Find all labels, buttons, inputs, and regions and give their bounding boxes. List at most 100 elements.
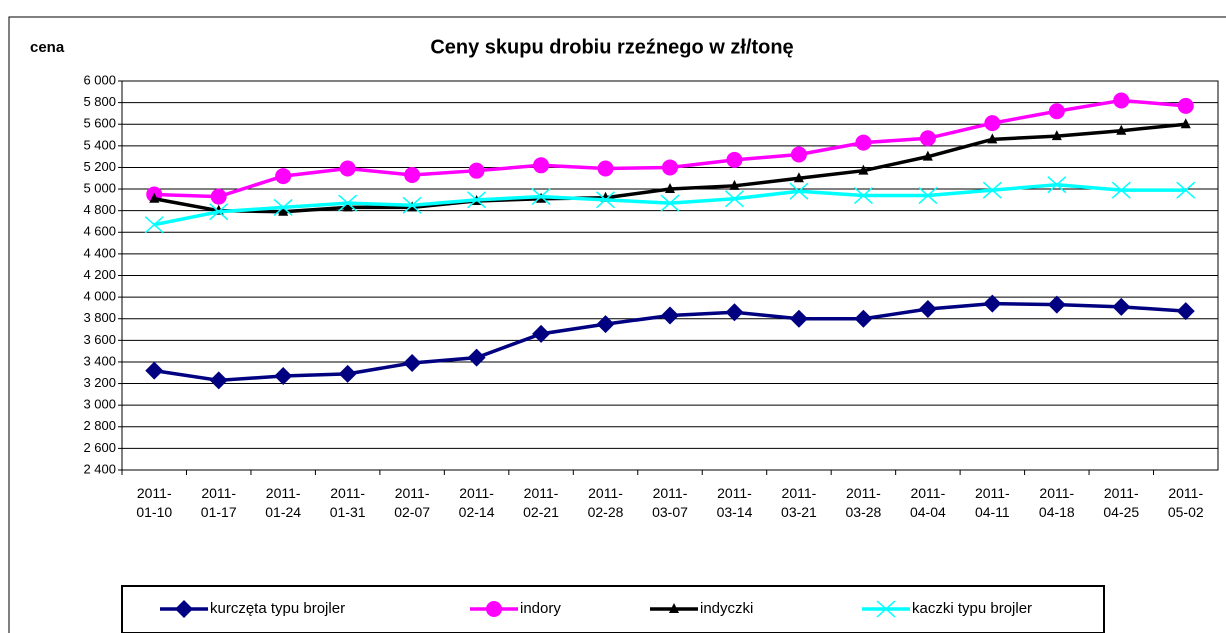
marker [725,303,744,322]
marker [596,315,615,334]
x-tick-label: 2011-04-18 [1038,485,1075,520]
marker [1051,130,1062,141]
marker [342,201,353,212]
y-tick-label: 3 600 [83,332,116,347]
marker [1113,92,1130,109]
x-tick-label: 2011-01-31 [329,485,366,520]
y-tick-label: 5 200 [83,159,116,174]
y-tick-label: 3 000 [83,397,116,412]
marker [1112,297,1131,316]
marker [1116,124,1127,135]
marker [209,371,228,390]
marker [274,366,293,385]
marker [338,364,357,383]
y-tick-label: 4 800 [83,202,116,217]
marker [1180,118,1191,129]
y-tick-label: 5 600 [83,116,116,131]
legend-label: indory [520,600,561,617]
marker [855,134,872,151]
marker [144,216,164,234]
legend-box [121,585,1105,633]
marker [533,157,550,174]
x-tick-label: 2011-03-07 [652,485,688,520]
legend-label: kurczęta typu brojler [210,600,345,617]
chart-title: Ceny skupu drobiu rzeźnego w zł/tonę [430,36,793,58]
marker [210,188,227,205]
marker [531,188,551,206]
marker [854,309,873,328]
y-tick-label: 3 400 [83,353,116,368]
marker [175,600,193,618]
marker [402,196,422,214]
marker [918,299,937,318]
x-tick-label: 2011-05-02 [1167,485,1204,520]
x-tick-label: 2011-04-11 [974,485,1010,520]
marker [729,179,740,190]
marker [858,164,869,175]
y-tick-label: 2 400 [83,461,116,476]
marker [145,361,164,380]
x-tick-label: 2011-02-07 [394,485,431,520]
y-tick-label: 2 800 [83,418,116,433]
series-line [154,98,1186,199]
marker [403,354,422,373]
marker [1047,295,1066,314]
marker [984,115,1001,132]
y-axis-label: cena [30,39,65,56]
x-tick-label: 2011-01-10 [136,485,173,520]
marker [789,309,808,328]
marker [532,324,551,343]
marker [853,186,873,205]
marker [486,601,502,617]
marker [660,194,680,212]
marker [983,294,1002,313]
marker [339,160,356,177]
marker [918,186,938,205]
y-tick-label: 5 400 [83,137,116,152]
y-tick-label: 3 800 [83,310,116,325]
marker [1177,97,1194,114]
marker [661,306,679,325]
y-tick-label: 6 000 [83,72,116,87]
y-tick-label: 3 200 [83,375,116,390]
x-tick-label: 2011-03-21 [781,485,817,520]
marker [987,133,998,144]
x-tick-label: 2011-01-24 [265,485,302,520]
x-tick-label: 2011-04-04 [909,485,946,520]
x-tick-label: 2011-02-14 [458,485,495,520]
plot-border [121,80,1219,471]
marker [275,168,292,185]
marker [1111,181,1131,199]
marker [273,198,293,216]
y-tick-label: 2 600 [83,440,116,455]
marker [726,151,743,168]
x-tick-label: 2011-03-28 [845,485,882,520]
y-tick-label: 4 600 [83,224,116,239]
marker [793,172,804,183]
marker [1176,181,1196,199]
y-tick-label: 4 000 [83,289,116,304]
marker [596,191,616,209]
legend-label: indyczki [700,600,753,617]
marker [597,160,614,177]
marker [790,146,807,163]
y-tick-label: 4 200 [83,267,116,282]
marker [338,194,358,212]
marker [1176,302,1195,321]
marker [278,205,289,216]
marker [1047,176,1067,194]
marker [404,167,421,184]
x-tick-label: 2011-02-28 [587,485,624,520]
marker [665,183,675,194]
x-tick-label: 2011-04-25 [1103,485,1140,520]
marker [669,603,679,613]
marker [468,162,485,179]
marker [209,203,229,221]
legend-label: kaczki typu brojler [912,600,1032,617]
x-tick-label: 2011-03-14 [716,485,753,520]
marker [922,150,933,161]
y-tick-label: 5 800 [83,94,116,109]
marker [789,182,809,200]
